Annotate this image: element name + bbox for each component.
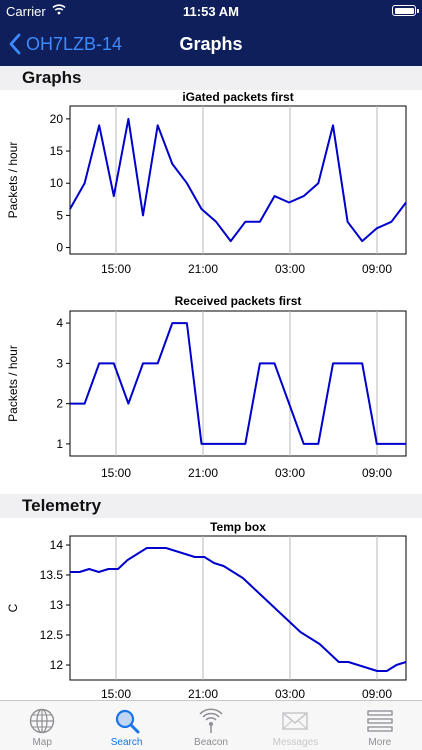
chart-title: Received packets first (175, 294, 302, 308)
chart-title: Temp box (210, 520, 266, 534)
plot-area (69, 105, 407, 255)
envelope-icon (282, 712, 309, 730)
plot-area (69, 535, 407, 681)
section-header-telemetry: Telemetry (0, 494, 422, 518)
tab-search[interactable]: Search (84, 701, 168, 750)
plot-area (69, 310, 407, 457)
tab-map[interactable]: Map (0, 701, 84, 750)
search-icon (115, 709, 140, 734)
tab-beacon-label: Beacon (194, 737, 228, 748)
y-tick-label: 4 (56, 316, 63, 330)
x-tick-label: 21:00 (188, 687, 218, 700)
x-tick-label: 03:00 (275, 466, 305, 480)
series-line (70, 547, 407, 672)
x-tick-label: 09:00 (362, 262, 392, 276)
x-tick-label: 15:00 (101, 262, 131, 276)
y-axis-label: C (6, 603, 20, 612)
x-tick-label: 03:00 (275, 262, 305, 276)
y-tick-label: 12 (50, 658, 64, 672)
y-tick-label: 0 (56, 241, 63, 255)
back-button[interactable]: OH7LZB-14 (8, 30, 122, 58)
beacon-icon (199, 708, 223, 733)
tab-search-label: Search (110, 737, 143, 748)
y-tick-label: 13.5 (40, 568, 64, 582)
y-tick-label: 12.5 (40, 628, 64, 642)
x-tick-label: 15:00 (101, 466, 131, 480)
x-tick-label: 15:00 (101, 687, 131, 700)
tab-messages-label: Messages (272, 737, 319, 748)
y-tick-label: 3 (56, 356, 63, 370)
battery-icon (392, 5, 419, 16)
page-title: Graphs (179, 34, 243, 54)
series-line (69, 117, 407, 243)
tab-beacon[interactable]: Beacon (169, 701, 253, 750)
tab-bar: Map Search Beacon Messages Mo (0, 700, 422, 750)
y-axis-label: Packets / hour (6, 142, 20, 219)
y-tick-label: 5 (56, 208, 63, 222)
chart-received: Received packets first 15:00 21:00 03:00 09:… (0, 291, 422, 483)
globe-icon (30, 708, 55, 734)
x-tick-label: 09:00 (362, 687, 392, 700)
x-tick-label: 21:00 (188, 262, 218, 276)
x-tick-label: 21:00 (188, 466, 218, 480)
y-tick-label: 2 (56, 397, 63, 411)
y-tick-label: 20 (50, 112, 64, 126)
chart-igated: iGated packets first 15:00 21:00 03:00 09:00… (0, 90, 422, 282)
navigation-bar: OH7LZB-14 Graphs (0, 22, 422, 66)
y-tick-label: 15 (50, 144, 64, 158)
tab-map-label: Map (32, 737, 52, 748)
tab-more-label: More (368, 737, 392, 748)
chart-title: iGated packets first (182, 90, 293, 104)
y-tick-label: 14 (50, 538, 64, 552)
clock: 11:53 AM (183, 4, 239, 19)
y-axis-label: Packets / hour (6, 345, 20, 422)
wifi-icon (52, 4, 66, 15)
y-tick-label: 13 (50, 598, 64, 612)
back-button-label: OH7LZB-14 (26, 33, 123, 54)
section-header-graphs: Graphs (0, 66, 422, 90)
carrier-label: Carrier (6, 4, 46, 19)
series-line (70, 322, 406, 445)
chart-temp-box: Temp box 15:00 21:00 03:00 09:00 12 12.5 13 13.5… (0, 518, 422, 700)
chevron-left-icon (9, 33, 21, 55)
more-icon (367, 710, 393, 732)
tab-messages[interactable]: Messages (253, 701, 337, 750)
tab-more[interactable]: More (338, 701, 422, 750)
status-bar: Carrier 11:53 AM (0, 0, 422, 22)
x-tick-label: 09:00 (362, 466, 392, 480)
x-tick-label: 03:00 (275, 687, 305, 700)
y-tick-label: 1 (56, 437, 63, 451)
y-tick-label: 10 (50, 176, 64, 190)
